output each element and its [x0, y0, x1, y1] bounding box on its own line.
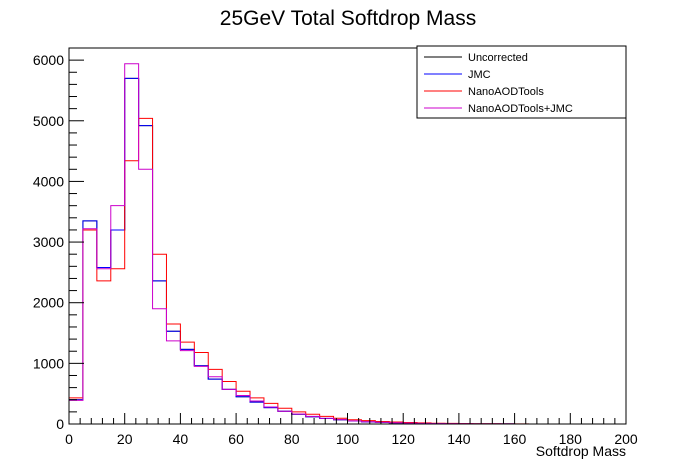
y-tick-label: 0 [56, 416, 64, 432]
y-tick-label: 4000 [33, 173, 64, 189]
x-tick-label: 180 [559, 431, 583, 447]
y-tick-label: 3000 [33, 234, 64, 250]
legend-box [416, 45, 627, 119]
x-tick-label: 100 [336, 431, 360, 447]
y-tick-label: 6000 [33, 52, 64, 68]
x-tick-label: 20 [117, 431, 133, 447]
x-axis-label: Softdrop Mass [536, 443, 626, 459]
x-tick-label: 120 [392, 431, 416, 447]
y-tick-label: 2000 [33, 295, 64, 311]
x-tick-label: 0 [65, 431, 73, 447]
legend-entry: NanoAODTools+JMC [468, 103, 573, 115]
chart-title: 25GeV Total Softdrop Mass [220, 7, 476, 30]
x-tick-label: 80 [284, 431, 300, 447]
x-tick-label: 160 [503, 431, 527, 447]
x-axis: 0 20 40 60 80 100 120 140 160 180 200 [65, 413, 638, 447]
x-tick-label: 60 [228, 431, 244, 447]
y-tick-label: 5000 [33, 113, 64, 129]
y-axis: 0 1000 2000 3000 4000 5000 6000 [33, 47, 84, 432]
legend-entry: NanoAODTools [468, 86, 544, 98]
legend: Uncorrected JMC NanoAODTools NanoAODTools+J… [416, 45, 627, 119]
legend-entry: JMC [468, 69, 491, 81]
x-tick-label: 140 [447, 431, 471, 447]
legend-entry: Uncorrected [468, 52, 528, 64]
x-tick-label: 40 [173, 431, 189, 447]
y-tick-label: 1000 [33, 355, 64, 371]
x-tick-label: 200 [614, 431, 638, 447]
